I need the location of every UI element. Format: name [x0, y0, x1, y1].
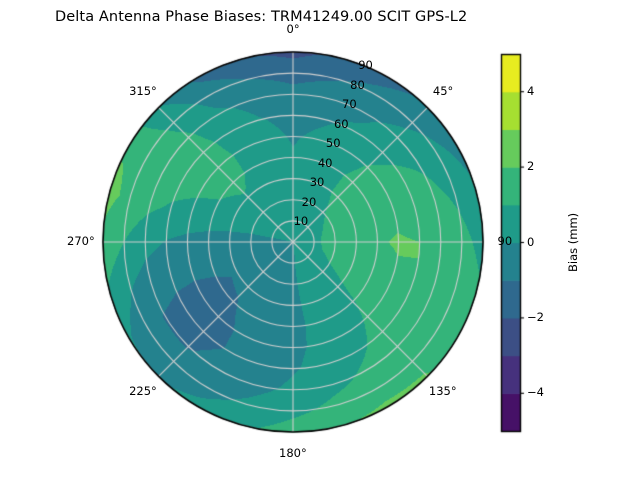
radial-tick-10: 10 — [293, 214, 309, 229]
page-title: Delta Antenna Phase Biases: TRM41249.00 … — [55, 9, 468, 25]
colorbar-tick-4: 4 — [527, 83, 535, 98]
angle-tick-180: 180° — [279, 446, 307, 460]
angle-tick-225: 225° — [129, 383, 157, 398]
radial-tick-50: 50 — [325, 136, 341, 151]
colorbar-tick-0: 0 — [527, 234, 535, 249]
angle-tick-315: 315° — [129, 84, 157, 99]
colorbar-axis-label: Bias (mm) — [566, 212, 580, 272]
angle-tick-45: 45° — [432, 84, 454, 99]
radial-tick-30: 30 — [309, 175, 325, 190]
radial-tick-40: 40 — [317, 155, 333, 170]
radial-tick-70: 70 — [342, 97, 357, 112]
radial-tick-90: 90 — [358, 58, 373, 73]
angle-tick-270: 270° — [67, 234, 95, 248]
angle-tick-0: 0° — [286, 22, 300, 36]
radial-tick-20: 20 — [301, 194, 317, 209]
angle-tick-90: 90 — [497, 234, 513, 248]
radial-tick-80: 80 — [350, 77, 365, 92]
angle-tick-135: 135° — [428, 383, 457, 398]
colorbar-tick--2: −2 — [527, 309, 544, 324]
radial-tick-60: 60 — [333, 116, 349, 131]
colorbar-tick-2: 2 — [527, 159, 535, 174]
colorbar-tick--4: −4 — [527, 385, 544, 400]
